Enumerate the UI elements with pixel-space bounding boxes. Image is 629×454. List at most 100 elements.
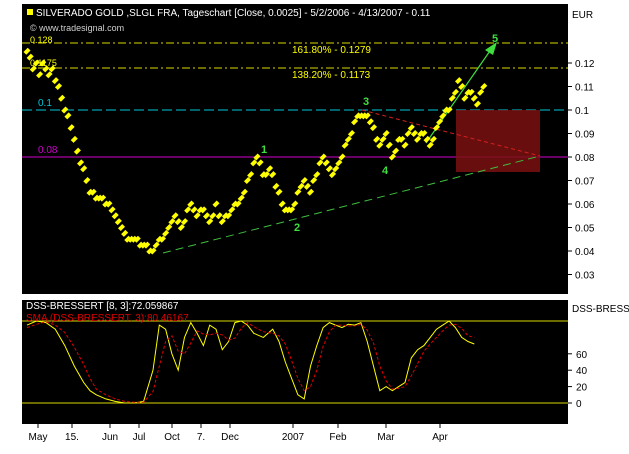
price-box-mark <box>341 141 349 149</box>
price-box-mark <box>306 188 315 196</box>
price-box-mark <box>363 112 371 120</box>
price-box-mark <box>288 206 296 214</box>
price-box-mark <box>42 65 50 73</box>
price-box-mark <box>455 77 463 85</box>
price-box-mark <box>467 88 475 96</box>
price-box-mark <box>199 206 207 214</box>
price-box-mark <box>401 141 409 149</box>
price-box-mark <box>357 112 365 120</box>
price-box-mark <box>240 188 248 196</box>
price-box-mark <box>158 235 166 243</box>
price-box-mark <box>432 124 441 132</box>
price-box-mark <box>105 200 113 208</box>
indicator-axis: 60 40 20 0 <box>568 350 588 410</box>
price-box-mark <box>379 135 387 143</box>
price-box-mark <box>243 176 252 185</box>
price-box-mark <box>278 200 286 208</box>
time-tick-label: Apr <box>432 432 448 443</box>
price-box-mark <box>124 235 132 243</box>
target-zone <box>456 110 540 172</box>
price-box-mark <box>325 165 333 173</box>
time-tick-label: Mar <box>377 432 395 443</box>
indicator-series <box>26 320 475 404</box>
price-box-mark <box>344 135 352 143</box>
indicator-tick-label: 60 <box>576 350 588 361</box>
price-box-mark <box>388 153 396 161</box>
wave-label-3: 3 <box>363 96 369 108</box>
price-box-mark <box>477 88 485 96</box>
price-box-mark <box>231 200 239 208</box>
price-box-mark <box>184 206 192 214</box>
price-box-mark <box>259 171 267 179</box>
price-box-mark <box>410 129 418 138</box>
price-box-mark <box>436 118 444 126</box>
price-box-mark <box>86 188 94 196</box>
price-box-mark <box>225 212 233 220</box>
time-tick-label: Jun <box>102 432 118 443</box>
price-box-mark <box>228 206 236 214</box>
price-box-mark <box>464 88 472 96</box>
price-tick-label: 0.1 <box>575 106 589 117</box>
price-box-mark <box>385 141 393 149</box>
price-box-mark <box>360 112 368 120</box>
time-tick-label: Oct <box>164 432 180 443</box>
price-box-mark <box>284 206 292 214</box>
price-box-mark <box>121 229 129 237</box>
price-box-mark <box>266 165 274 173</box>
wave-label-2: 2 <box>294 222 300 234</box>
price-box-mark <box>36 71 44 79</box>
price-box-mark <box>376 141 384 149</box>
price-box-mark <box>332 165 340 173</box>
price-box-mark <box>445 106 453 114</box>
price-box-mark <box>395 135 403 143</box>
price-box-mark <box>221 212 229 220</box>
price-box-mark <box>209 212 217 220</box>
price-axis: 0.12 0.11 0.1 0.09 0.08 0.07 0.06 0.05 0.04 0.03 <box>568 59 595 282</box>
wave-label-5: 5 <box>492 33 498 45</box>
price-box-mark <box>187 200 195 208</box>
price-box-mark <box>429 135 437 143</box>
price-box-mark <box>48 65 56 73</box>
price-tick-label: 0.07 <box>575 177 595 188</box>
price-box-mark <box>313 171 321 179</box>
currency-label: EUR <box>572 10 593 21</box>
price-box-mark <box>67 124 75 132</box>
fib-138-label: 138.20% - 0.1173 <box>292 70 371 81</box>
price-box-mark <box>114 218 122 226</box>
price-box-mark <box>64 112 72 120</box>
price-box-mark <box>423 135 431 143</box>
price-box-mark <box>51 77 59 85</box>
wave-label-1: 1 <box>261 144 267 156</box>
price-box-mark <box>155 235 163 243</box>
price-box-mark <box>448 94 456 102</box>
price-box-mark <box>212 200 220 208</box>
price-tick-label: 0.08 <box>575 153 595 164</box>
price-box-mark <box>319 153 327 161</box>
dss-sma-line <box>26 321 475 403</box>
price-box-mark <box>95 194 103 202</box>
price-box-mark <box>29 65 37 73</box>
price-box-mark <box>338 153 346 161</box>
price-box-mark <box>322 159 330 167</box>
price-box-mark <box>193 212 201 220</box>
price-box-mark <box>206 218 214 226</box>
price-box-mark <box>152 241 160 249</box>
price-box-mark <box>108 206 116 214</box>
time-tick-label: Dec <box>221 432 239 443</box>
price-tick-label: 0.12 <box>575 59 595 70</box>
price-box-mark <box>269 171 277 179</box>
price-box-mark <box>149 247 157 255</box>
price-box-mark <box>102 200 110 208</box>
price-box-mark <box>473 100 481 108</box>
price-box-mark <box>177 223 185 232</box>
price-box-mark <box>458 82 466 91</box>
price-box-mark <box>354 112 362 120</box>
indicator-tick-label: 40 <box>576 366 588 377</box>
price-box-mark <box>256 159 264 167</box>
price-box-mark <box>373 135 381 143</box>
price-box-mark <box>426 141 434 149</box>
time-tick-label: 7. <box>197 432 205 443</box>
price-box-mark <box>127 235 135 243</box>
price-box-mark <box>392 147 400 155</box>
